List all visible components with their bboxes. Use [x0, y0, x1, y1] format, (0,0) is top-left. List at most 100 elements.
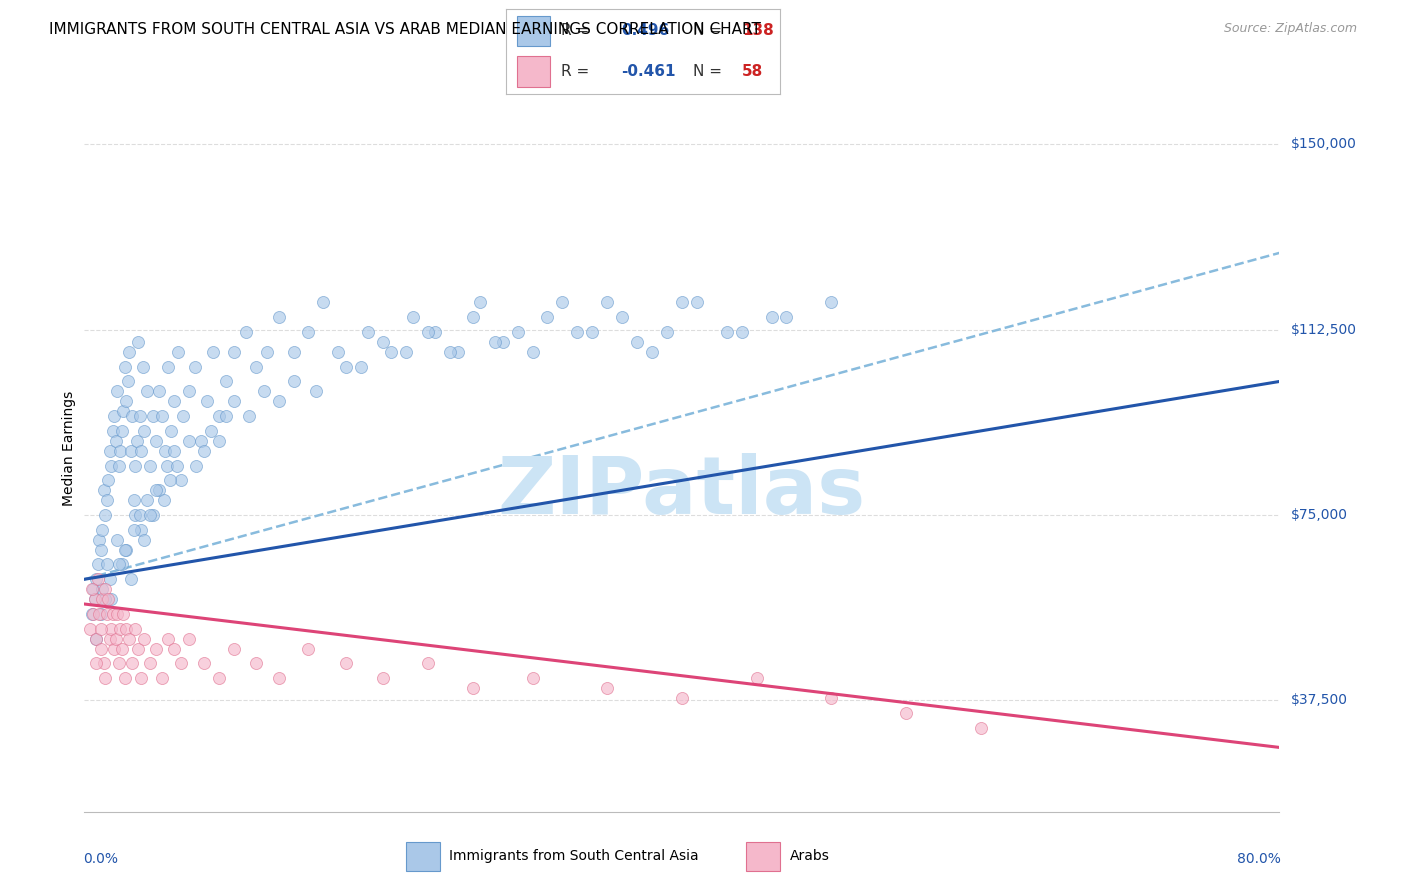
Point: [145, 483, 167, 498]
Point: [461, 310, 484, 325]
Point: [136, 384, 159, 399]
Point: [761, 310, 783, 325]
Point: [96, 558, 118, 572]
Point: [335, 657, 357, 671]
Point: [98, 443, 121, 458]
Point: [253, 384, 276, 399]
Point: [470, 295, 492, 310]
Point: [82, 582, 104, 597]
Point: [150, 671, 173, 685]
Point: [115, 542, 138, 557]
Point: [245, 359, 267, 374]
Point: [596, 681, 619, 695]
Point: [80, 607, 103, 621]
Point: [297, 325, 319, 339]
Point: [567, 325, 589, 339]
Point: [612, 310, 634, 325]
Text: N =: N =: [693, 23, 721, 38]
Point: [142, 409, 165, 423]
Point: [93, 483, 115, 498]
Point: [86, 632, 108, 646]
Point: [125, 434, 148, 448]
Point: [96, 493, 118, 508]
FancyBboxPatch shape: [517, 16, 550, 46]
Point: [110, 622, 132, 636]
Text: 0.0%: 0.0%: [83, 852, 118, 866]
Point: [328, 344, 350, 359]
Point: [177, 384, 200, 399]
Point: [177, 632, 200, 646]
Point: [215, 375, 238, 389]
Point: [124, 508, 146, 522]
Point: [416, 325, 439, 339]
Point: [256, 344, 278, 359]
Y-axis label: Median Earnings: Median Earnings: [62, 391, 76, 506]
Point: [91, 523, 114, 537]
Text: R =: R =: [561, 23, 595, 38]
Point: [416, 657, 439, 671]
Point: [312, 295, 335, 310]
Point: [114, 671, 136, 685]
Point: [373, 334, 395, 349]
Point: [160, 424, 183, 438]
Point: [596, 295, 619, 310]
Point: [201, 344, 224, 359]
Point: [139, 508, 162, 522]
FancyBboxPatch shape: [406, 842, 440, 871]
Point: [90, 641, 112, 656]
Point: [155, 458, 177, 473]
Point: [190, 434, 212, 448]
Point: [157, 632, 180, 646]
Point: [775, 310, 797, 325]
Point: [114, 359, 136, 374]
Point: [100, 622, 122, 636]
Point: [96, 607, 118, 621]
Point: [91, 592, 114, 607]
Point: [93, 657, 115, 671]
Point: [238, 409, 260, 423]
Point: [716, 325, 738, 339]
Point: [208, 671, 231, 685]
Point: [820, 690, 842, 705]
Text: 138: 138: [742, 23, 773, 38]
Point: [94, 671, 117, 685]
Point: [105, 533, 128, 547]
Point: [177, 434, 200, 448]
Point: [245, 657, 267, 671]
Point: [107, 458, 129, 473]
Text: $150,000: $150,000: [1291, 137, 1357, 151]
Point: [112, 404, 135, 418]
Point: [170, 657, 193, 671]
Point: [193, 657, 215, 671]
Point: [103, 409, 125, 423]
Point: [118, 632, 141, 646]
Point: [118, 344, 141, 359]
Point: [129, 443, 152, 458]
Point: [86, 632, 108, 646]
Point: [94, 508, 117, 522]
Point: [90, 607, 112, 621]
Point: [208, 434, 231, 448]
Point: [94, 582, 117, 597]
Point: [297, 641, 319, 656]
Point: [103, 641, 125, 656]
Point: [686, 295, 709, 310]
Point: [447, 344, 470, 359]
Point: [195, 394, 218, 409]
Point: [551, 295, 574, 310]
Point: [122, 493, 145, 508]
Point: [90, 542, 112, 557]
FancyBboxPatch shape: [517, 56, 550, 87]
Point: [222, 641, 245, 656]
Point: [267, 394, 290, 409]
Text: Source: ZipAtlas.com: Source: ZipAtlas.com: [1223, 22, 1357, 36]
Point: [522, 671, 544, 685]
Point: [87, 558, 110, 572]
Point: [402, 310, 425, 325]
Point: [128, 508, 150, 522]
Point: [114, 542, 136, 557]
Point: [115, 394, 138, 409]
Point: [136, 493, 159, 508]
Text: 80.0%: 80.0%: [1237, 852, 1281, 866]
Point: [142, 508, 165, 522]
